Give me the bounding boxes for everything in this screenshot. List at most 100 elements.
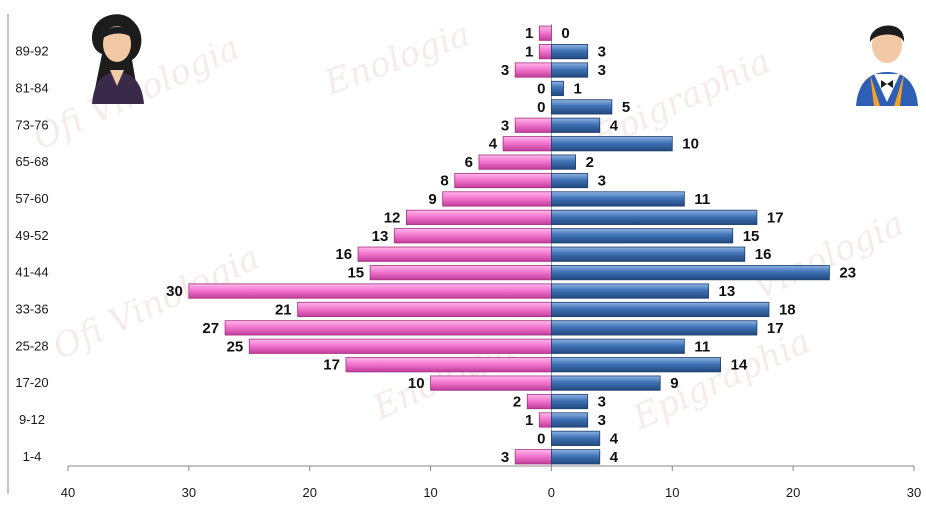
female-bar — [538, 44, 552, 60]
female-data-label: 3 — [501, 449, 509, 466]
x-tick-label: 10 — [423, 485, 437, 500]
male-data-label: 4 — [610, 117, 619, 134]
male-data-label: 17 — [767, 209, 784, 226]
x-tick-label: 0 — [548, 485, 555, 500]
female-bar — [357, 246, 552, 262]
male-bar — [551, 357, 722, 373]
woman-avatar-icon — [91, 14, 144, 104]
x-tick-label: 30 — [182, 485, 196, 500]
x-tick-label: 30 — [907, 485, 921, 500]
female-data-label: 30 — [166, 283, 183, 300]
male-bar — [551, 209, 758, 225]
x-tick-label: 10 — [665, 485, 679, 500]
male-bar — [551, 246, 746, 262]
y-tick-label: 57-60 — [15, 191, 48, 206]
female-data-label: 1 — [525, 25, 533, 42]
male-data-label: 15 — [743, 228, 760, 245]
x-tick-label: 20 — [786, 485, 800, 500]
x-tick-label: 20 — [302, 485, 316, 500]
female-data-label: 3 — [501, 117, 509, 134]
female-data-label: 6 — [465, 154, 473, 171]
male-bar — [551, 191, 685, 207]
female-data-label: 27 — [202, 320, 219, 337]
male-data-label: 17 — [767, 320, 784, 337]
female-bar — [369, 265, 552, 281]
female-data-label: 0 — [537, 80, 545, 97]
male-data-label: 3 — [598, 173, 606, 190]
male-data-label: 11 — [694, 338, 710, 355]
male-bar — [551, 136, 673, 152]
x-tick-label: 40 — [61, 485, 75, 500]
y-tick-label: 17-20 — [15, 375, 48, 390]
axes: 40 30 20 10 0 10 20 301-49-1217-2025-2833-3641-… — [7, 14, 921, 500]
male-data-label: 11 — [694, 191, 710, 208]
female-data-label: 21 — [275, 301, 292, 318]
male-bar — [551, 99, 613, 115]
female-bar — [188, 283, 552, 299]
female-data-label: 3 — [501, 62, 509, 79]
female-bar — [514, 62, 552, 78]
female-bar — [538, 25, 552, 41]
female-data-label: 4 — [489, 136, 498, 153]
male-bar — [551, 283, 709, 299]
female-bar — [224, 320, 552, 336]
y-tick-label: 49-52 — [15, 228, 48, 243]
male-bar — [551, 338, 685, 354]
y-tick-label: 33-36 — [15, 301, 48, 316]
female-data-label: 25 — [227, 338, 244, 355]
female-bar — [248, 338, 552, 354]
female-data-label: 8 — [440, 173, 448, 190]
male-bar — [551, 228, 734, 244]
male-bar — [551, 449, 601, 465]
male-bar — [551, 117, 601, 133]
male-bar — [551, 320, 758, 336]
female-bar — [430, 375, 552, 391]
female-bar — [538, 412, 552, 428]
female-data-label: 1 — [525, 412, 533, 429]
male-data-label: 9 — [670, 375, 678, 392]
male-data-label: 10 — [682, 136, 699, 153]
female-data-label: 16 — [335, 246, 352, 263]
male-bar — [551, 430, 601, 446]
y-tick-label: 25-28 — [15, 338, 48, 353]
female-data-label: 17 — [323, 357, 340, 374]
female-bar — [405, 209, 552, 225]
female-bar — [526, 393, 552, 410]
male-data-label: 3 — [598, 412, 606, 429]
male-bar — [551, 265, 830, 281]
female-data-label: 9 — [428, 191, 436, 208]
male-data-label: 4 — [610, 449, 619, 466]
y-tick-label: 89-92 — [15, 44, 48, 59]
female-data-label: 15 — [347, 265, 364, 282]
female-bar — [502, 136, 552, 152]
female-bar — [297, 301, 552, 318]
female-data-label: 12 — [384, 209, 401, 226]
y-tick-label: 9-12 — [19, 412, 45, 427]
male-bar — [551, 301, 770, 318]
y-tick-label: 65-68 — [15, 154, 48, 169]
female-data-label: 10 — [408, 375, 425, 392]
female-data-label: 1 — [525, 44, 533, 61]
y-tick-label: 73-76 — [15, 117, 48, 132]
female-bar — [514, 117, 552, 133]
female-bar — [393, 228, 552, 244]
svg-text:Enologia: Enologia — [318, 14, 475, 104]
y-tick-label: 81-84 — [15, 80, 48, 95]
female-data-label: 13 — [372, 228, 389, 245]
male-data-label: 2 — [586, 154, 594, 171]
male-data-label: 1 — [574, 80, 582, 97]
male-bar — [551, 80, 564, 97]
male-data-label: 3 — [598, 62, 606, 79]
female-bar — [514, 449, 552, 465]
bars — [188, 25, 830, 465]
male-data-label: 23 — [839, 265, 856, 282]
male-data-label: 14 — [731, 357, 748, 374]
male-data-label: 0 — [561, 25, 569, 42]
y-tick-label: 1-4 — [23, 449, 42, 464]
male-data-label: 3 — [598, 44, 606, 61]
female-bar — [442, 191, 552, 207]
male-bar — [551, 62, 589, 78]
male-data-label: 16 — [755, 246, 772, 263]
